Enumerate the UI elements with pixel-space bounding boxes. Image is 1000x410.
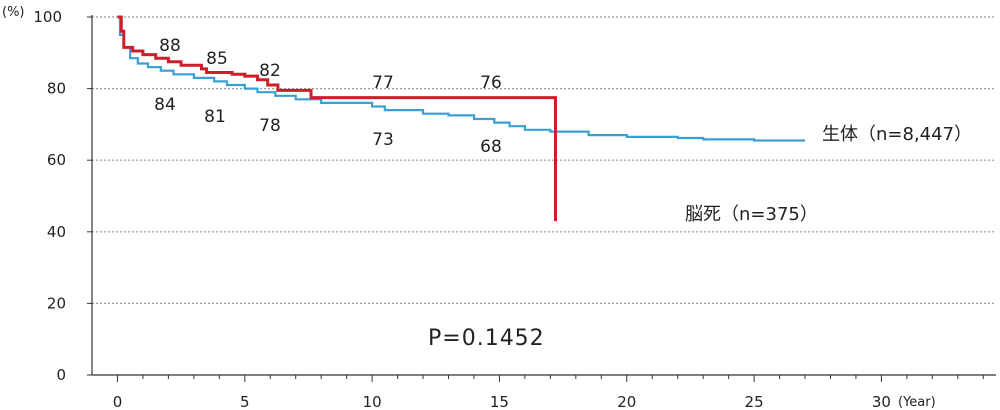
- x-tick-label-25: 25: [745, 393, 764, 410]
- y-tick-label-100: 100: [33, 8, 62, 26]
- series-0-milestone-label: 73: [372, 130, 394, 150]
- grid-layer: [92, 16, 996, 304]
- series-0-milestone-label: 84: [154, 95, 176, 115]
- x-tick-label-30: 30: [872, 393, 891, 410]
- series-1-milestone-label: 77: [372, 73, 394, 93]
- label-layer: 84 81 78 73 68 88 85 82 77 76: [154, 36, 502, 157]
- series-line-0: [117, 15, 805, 142]
- axis-layer: 0 20 40 60 80 100 0 5 10 15 20 25 30: [33, 8, 996, 410]
- x-tick-label-20: 20: [617, 393, 636, 410]
- series-0-milestone-label: 78: [259, 116, 281, 136]
- series-1-milestone-label: 76: [480, 73, 502, 93]
- series-1-milestone-label: 85: [206, 49, 228, 69]
- y-tick-label-40: 40: [47, 223, 66, 241]
- y-tick-label-0: 0: [56, 366, 66, 384]
- series-layer: [117, 15, 805, 222]
- series-0-milestone-label: 68: [480, 137, 502, 157]
- y-tick-label-80: 80: [47, 80, 66, 98]
- series-0-milestone-label: 81: [204, 107, 226, 127]
- x-unit-label: (Year): [898, 395, 936, 410]
- x-tick-label-15: 15: [490, 393, 509, 410]
- p-value-text: P=0.1452: [428, 326, 545, 351]
- x-tick-label-5: 5: [240, 393, 250, 410]
- series-label-braindead: 脳死（n=375）: [685, 204, 818, 225]
- x-tick-label-10: 10: [363, 393, 382, 410]
- series-line-1: [117, 15, 557, 222]
- series-1-milestone-label: 88: [159, 36, 181, 56]
- y-tick-label-60: 60: [47, 151, 66, 169]
- series-label-living: 生体（n=8,447）: [822, 124, 972, 145]
- series-1-milestone-label: 82: [259, 61, 281, 81]
- y-tick-label-20: 20: [47, 294, 66, 312]
- x-tick-label-0: 0: [113, 393, 123, 410]
- y-unit-label: (%): [2, 5, 25, 20]
